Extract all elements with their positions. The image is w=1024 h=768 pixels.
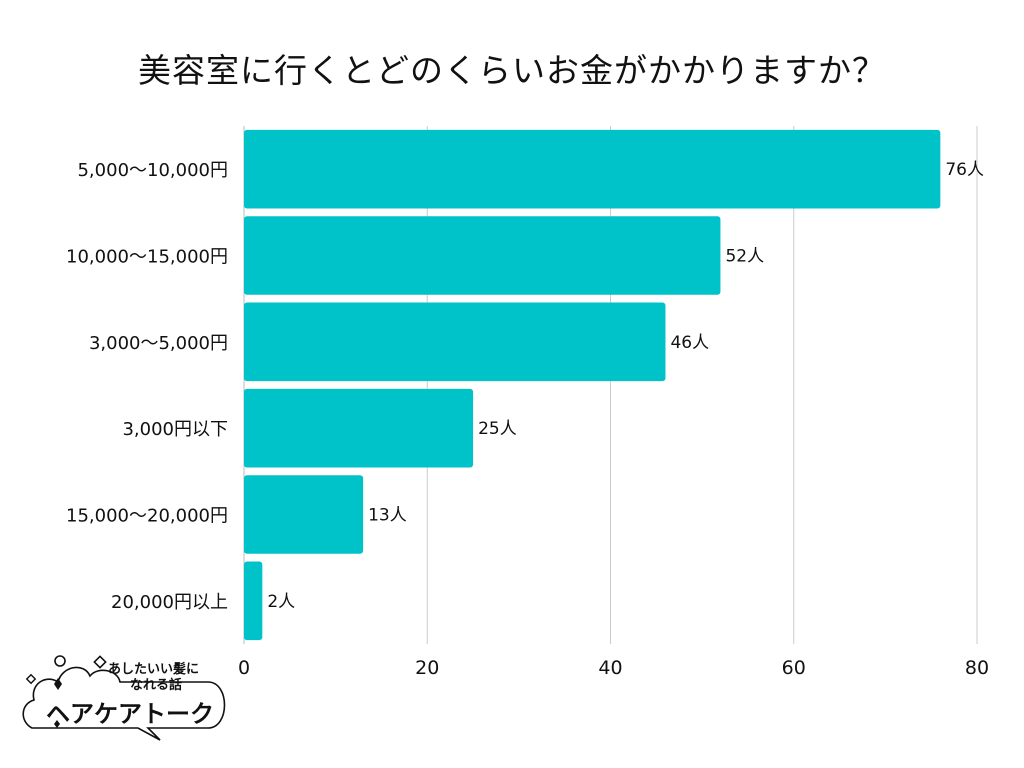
bar: [244, 129, 941, 209]
x-tick-label: 0: [238, 657, 250, 679]
logo-name: ヘアケアトーク: [46, 700, 214, 728]
logo-tagline: あしたいい髪に なれる話: [108, 662, 238, 694]
x-tick-label: 40: [598, 657, 622, 679]
data-label: 46人: [670, 333, 709, 353]
data-label: 52人: [725, 247, 764, 267]
x-tick-label: 20: [415, 657, 439, 679]
bars: [244, 129, 941, 641]
logo-cloud-icon: [22, 655, 226, 741]
logo-tagline-line2: なれる話: [130, 678, 183, 693]
labels: 0 20 40 60 80 5,000〜10,000円 76人 10,000〜15,000円 5…: [66, 160, 989, 679]
category-label: 3,000円以下: [122, 419, 228, 440]
brand-logo: あしたいい髪に なれる話 ヘアケアトーク: [18, 652, 233, 744]
data-label: 13人: [368, 506, 407, 526]
category-label: 3,000〜5,000円: [89, 333, 228, 354]
x-tick-label: 80: [965, 657, 989, 679]
gridlines: [243, 126, 978, 644]
data-label: 2人: [267, 592, 295, 612]
x-tick-label: 60: [782, 657, 806, 679]
category-label: 10,000〜15,000円: [66, 247, 228, 268]
data-label: 25人: [478, 419, 517, 439]
bar: [244, 475, 364, 554]
bar: [244, 216, 721, 295]
category-label: 20,000円以上: [111, 592, 228, 613]
logo-tagline-line1: あしたいい髪に: [108, 662, 200, 677]
category-label: 5,000〜10,000円: [77, 160, 228, 181]
chart-title: 美容室に行くとどのくらいお金がかかりますか？: [138, 51, 886, 90]
bar: [244, 388, 474, 468]
bar: [244, 302, 666, 382]
data-label: 76人: [945, 160, 984, 180]
bar: [244, 561, 263, 641]
category-label: 15,000〜20,000円: [66, 506, 228, 527]
